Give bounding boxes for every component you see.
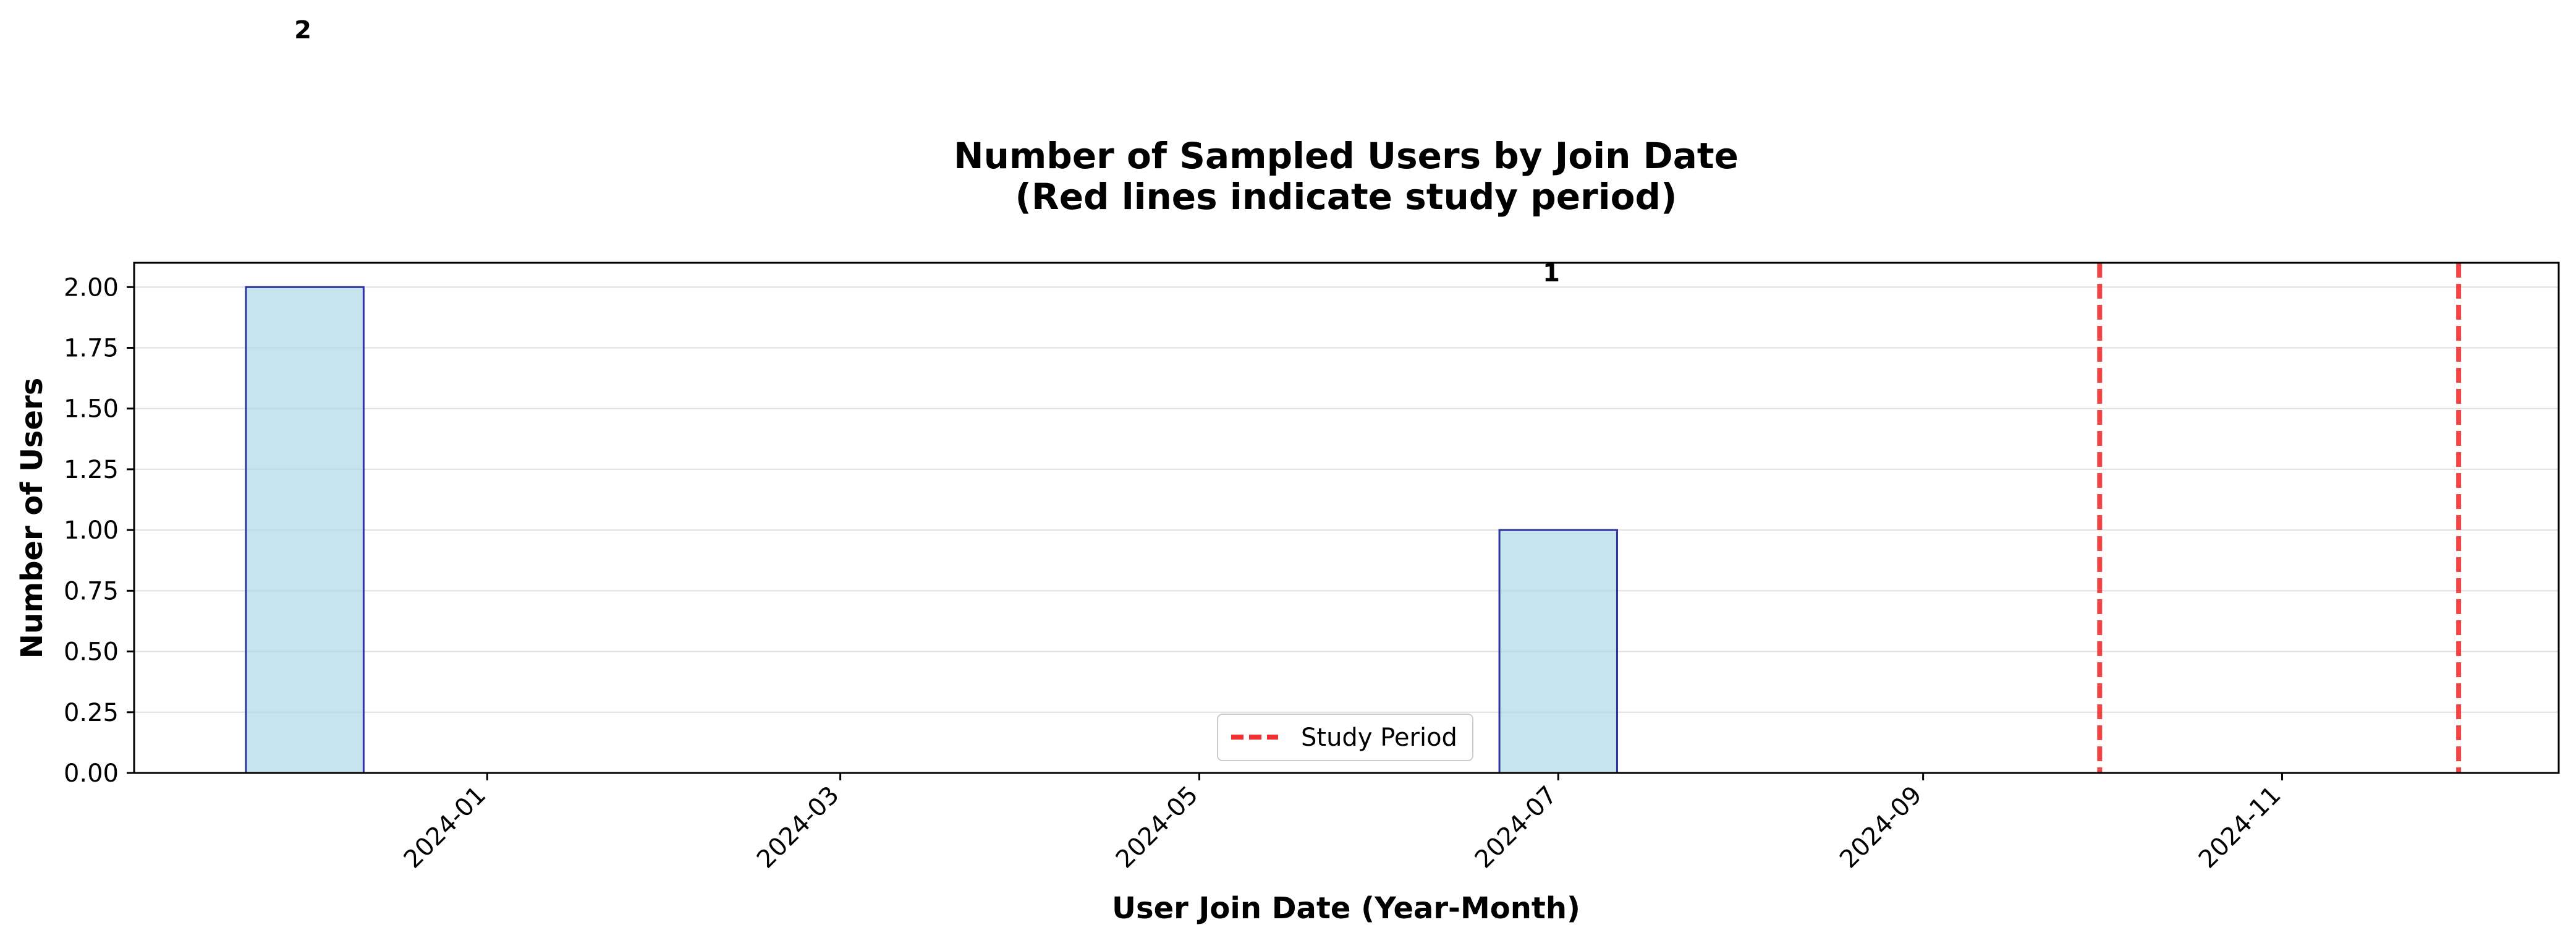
x-tick-label-4: 2024-09: [1834, 781, 1928, 874]
x-tick-label-1: 2024-03: [752, 781, 845, 874]
x-axis-ticks: 2024-01 2024-03 2024-05 2024-07 2024-09 2024-…: [399, 773, 2287, 874]
y-tick-label-4: 1.00: [64, 516, 119, 545]
y-tick-label-8: 2.00: [64, 273, 119, 302]
x-axis-label: User Join Date (Year-Month): [1112, 891, 1580, 926]
bars: [245, 286, 1619, 774]
legend-box: [1217, 714, 1473, 761]
bar-0: [245, 286, 365, 774]
bar-1: [1498, 529, 1619, 774]
y-axis-label: Number of Users: [15, 378, 49, 659]
x-tick-label-3: 2024-07: [1470, 781, 1563, 874]
study-period-lines: [2097, 263, 2462, 773]
plot-frame: [133, 262, 2560, 774]
y-tick-label-2: 0.50: [64, 638, 119, 667]
y-tick-label-1: 0.25: [64, 699, 119, 727]
grid-lines: [134, 286, 2559, 774]
legend: Study Period: [1217, 714, 1473, 761]
bar-value-labels: 21: [294, 16, 1560, 288]
bar-value-label-1: 1: [1543, 259, 1560, 288]
y-axis-ticks: 0.00 0.25 0.50 0.75 1.00 1.25 1.50 1.75 2.00: [64, 273, 134, 788]
x-tick-label-2: 2024-05: [1111, 781, 1204, 874]
y-tick-label-5: 1.25: [64, 456, 119, 484]
x-tick-label-0: 2024-01: [399, 781, 492, 874]
chart-title-line-2: (Red lines indicate study period): [1015, 176, 1677, 218]
y-tick-label-0: 0.00: [64, 759, 119, 788]
x-tick-label-5: 2024-11: [2193, 781, 2287, 874]
y-tick-label-3: 0.75: [64, 577, 119, 605]
bar-value-label-0: 2: [294, 16, 311, 45]
legend-label-study-period: Study Period: [1301, 723, 1457, 752]
y-tick-label-6: 1.50: [64, 395, 119, 424]
y-tick-label-7: 1.75: [64, 335, 119, 363]
chart-title-line-1: Number of Sampled Users by Join Date: [954, 135, 1739, 177]
